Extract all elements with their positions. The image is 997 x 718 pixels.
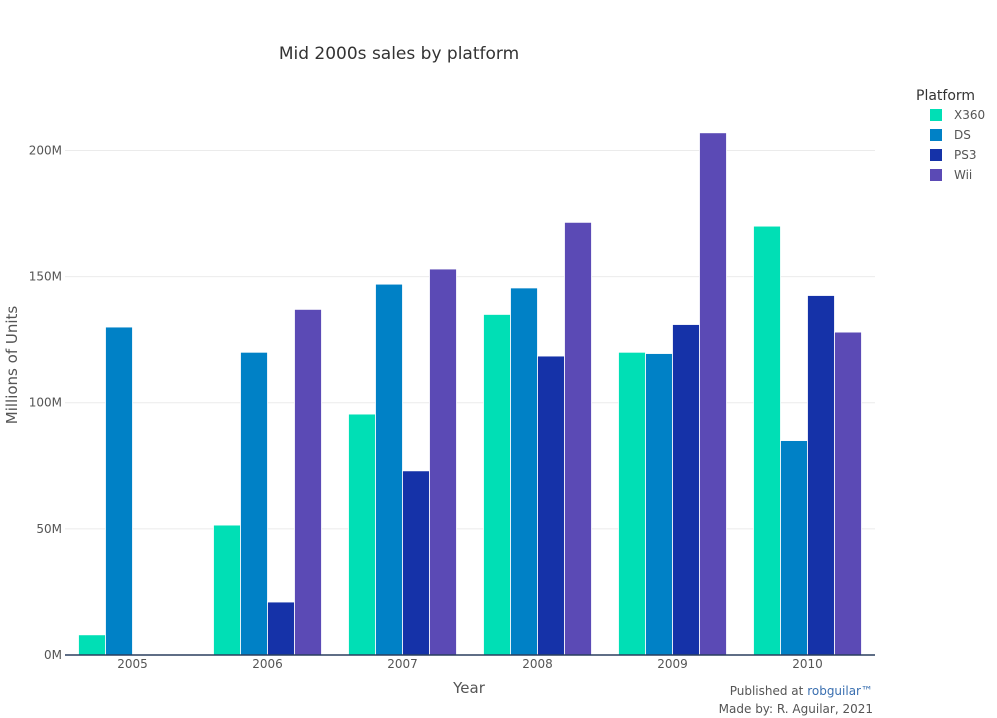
bar-ds-2006[interactable] bbox=[240, 351, 268, 656]
x-tick-label: 2009 bbox=[657, 657, 688, 671]
bar-x360-2010[interactable] bbox=[753, 225, 781, 656]
bar-ps3-2007[interactable] bbox=[402, 470, 430, 656]
legend-label-ds[interactable]: DS bbox=[954, 128, 971, 142]
y-tick-label: 200M bbox=[29, 143, 62, 157]
bar-ds-2005[interactable] bbox=[105, 326, 133, 656]
bar-wii-2009[interactable] bbox=[699, 132, 727, 656]
chart-title: Mid 2000s sales by platform bbox=[279, 44, 519, 64]
legend-title: Platform bbox=[916, 88, 975, 104]
bar-ps3-2008[interactable] bbox=[537, 355, 565, 656]
y-tick-label: 0M bbox=[44, 648, 62, 662]
legend-swatch-wii[interactable] bbox=[930, 169, 942, 181]
bar-ps3-2006[interactable] bbox=[267, 601, 295, 656]
legend-label-ps3[interactable]: PS3 bbox=[954, 148, 977, 162]
legend-swatch-ds[interactable] bbox=[930, 129, 942, 141]
legend-swatch-ps3[interactable] bbox=[930, 149, 942, 161]
x-tick-label: 2005 bbox=[117, 657, 148, 671]
grid-lines bbox=[65, 149, 875, 530]
bar-x360-2008[interactable] bbox=[483, 314, 511, 656]
x-tick-labels: 2005 2006 2007 2008 2009 2010 bbox=[117, 657, 823, 671]
bar-wii-2006[interactable] bbox=[294, 308, 322, 656]
made-by-note: Made by: R. Aguilar, 2021 bbox=[718, 702, 873, 716]
y-tick-label: 100M bbox=[29, 396, 62, 410]
bar-wii-2007[interactable] bbox=[429, 268, 457, 656]
legend-label-wii[interactable]: Wii bbox=[954, 168, 972, 182]
bar-x360-2009[interactable] bbox=[618, 351, 646, 656]
legend: X360 DS PS3 Wii bbox=[930, 108, 985, 182]
y-axis-title: Millions of Units bbox=[3, 306, 21, 425]
published-prefix: Published at bbox=[729, 684, 808, 698]
bar-ds-2007[interactable] bbox=[375, 283, 403, 656]
x-tick-label: 2007 bbox=[387, 657, 418, 671]
y-tick-label: 150M bbox=[29, 270, 62, 284]
published-note: Published at robguilar™ bbox=[730, 684, 873, 698]
y-tick-labels: 0M 50M 100M 150M 200M bbox=[29, 143, 62, 662]
bars bbox=[78, 132, 862, 656]
x-tick-label: 2010 bbox=[792, 657, 823, 671]
x-tick-label: 2006 bbox=[252, 657, 283, 671]
bar-ds-2009[interactable] bbox=[645, 353, 673, 656]
bar-x360-2005[interactable] bbox=[78, 634, 106, 656]
bar-ds-2010[interactable] bbox=[780, 440, 808, 656]
x-tick-label: 2008 bbox=[522, 657, 553, 671]
legend-swatch-x360[interactable] bbox=[930, 109, 942, 121]
bar-x360-2006[interactable] bbox=[213, 524, 241, 656]
legend-label-x360[interactable]: X360 bbox=[954, 108, 985, 122]
published-link[interactable]: robguilar™ bbox=[807, 684, 873, 698]
bar-ps3-2009[interactable] bbox=[672, 324, 700, 656]
bar-ds-2008[interactable] bbox=[510, 287, 538, 656]
bar-x360-2007[interactable] bbox=[348, 413, 376, 656]
x-axis-title: Year bbox=[452, 679, 486, 697]
bar-wii-2008[interactable] bbox=[564, 221, 592, 656]
bar-ps3-2010[interactable] bbox=[807, 295, 835, 656]
y-tick-label: 50M bbox=[36, 522, 62, 536]
bar-wii-2010[interactable] bbox=[834, 331, 862, 656]
